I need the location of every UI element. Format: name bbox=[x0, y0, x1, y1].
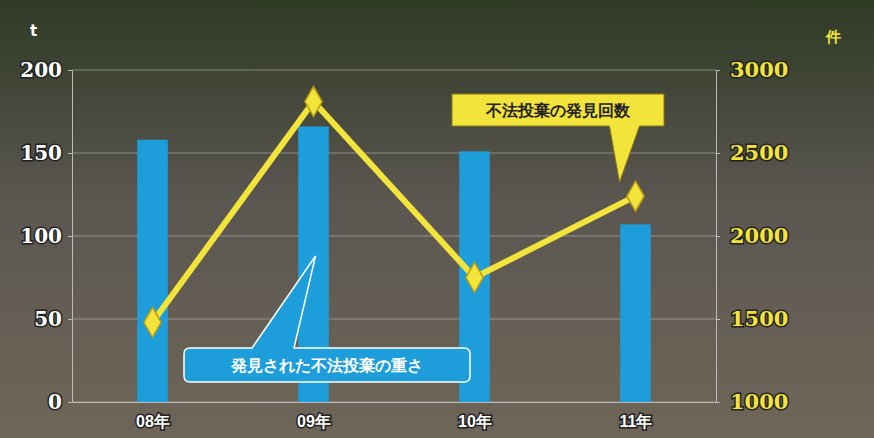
tick: 2500 bbox=[716, 140, 788, 165]
marker bbox=[144, 307, 161, 337]
grid-line bbox=[72, 402, 716, 403]
marker bbox=[466, 262, 483, 292]
tick-label: 0 bbox=[48, 390, 62, 414]
grid-line bbox=[72, 236, 716, 237]
tick-mark bbox=[68, 402, 72, 403]
axis-line bbox=[73, 402, 717, 403]
tick-mark bbox=[716, 319, 720, 320]
grid-line bbox=[72, 319, 716, 320]
tick-label: 08年 bbox=[136, 413, 170, 430]
y2-axis: 1000 1500 2000 2500 3000 bbox=[716, 57, 788, 414]
series-label: 不法投棄の発見回数 bbox=[485, 101, 631, 120]
x-axis: 08年 09年 10年 11年 bbox=[73, 403, 717, 431]
background bbox=[0, 0, 874, 438]
tick-label: 10年 bbox=[458, 413, 492, 430]
line bbox=[153, 102, 636, 323]
tick: 1500 bbox=[716, 306, 788, 331]
tick-mark bbox=[68, 153, 72, 154]
grid-line bbox=[72, 70, 716, 71]
marker bbox=[305, 87, 322, 117]
tick-label: 1000 bbox=[730, 389, 788, 414]
tick: 11年 bbox=[620, 413, 653, 430]
callout-box bbox=[184, 256, 470, 382]
plot-area bbox=[137, 87, 651, 402]
tick-mark bbox=[68, 236, 72, 237]
chart: 0 50 100 150 200 1000 1500 2000 2500 3000 08年 09年 10… bbox=[0, 0, 874, 438]
tick: 0 bbox=[48, 390, 72, 414]
tick-label: 2000 bbox=[730, 223, 788, 248]
bar-series bbox=[137, 126, 651, 402]
y2-axis-title: 件 bbox=[825, 28, 841, 46]
tick-label: 11年 bbox=[620, 413, 653, 430]
axis-line bbox=[68, 71, 73, 403]
tick-label: 100 bbox=[20, 224, 62, 248]
tick-mark bbox=[68, 319, 72, 320]
tick: 200 bbox=[20, 58, 72, 82]
bar bbox=[137, 140, 168, 402]
tick: 150 bbox=[20, 141, 72, 165]
tick: 1000 bbox=[716, 389, 788, 414]
tick: 08年 bbox=[136, 413, 170, 430]
marker bbox=[627, 181, 644, 211]
tick: 09年 bbox=[297, 413, 331, 430]
tick: 100 bbox=[20, 224, 72, 248]
tick-label: 50 bbox=[34, 307, 62, 331]
tick-label: 200 bbox=[20, 58, 62, 82]
tick: 50 bbox=[34, 307, 72, 331]
bar bbox=[620, 224, 651, 402]
tick-mark bbox=[716, 236, 720, 237]
tick-label: 1500 bbox=[730, 306, 788, 331]
tick-label: 09年 bbox=[297, 413, 331, 430]
tick-mark bbox=[68, 70, 72, 71]
grid bbox=[72, 70, 716, 402]
series-label: 発見された不法投棄の重さ bbox=[230, 356, 423, 375]
tick-label: 3000 bbox=[730, 57, 788, 82]
tick-mark bbox=[716, 402, 720, 403]
tick: 2000 bbox=[716, 223, 788, 248]
axis-line bbox=[717, 71, 721, 403]
tick: 3000 bbox=[716, 57, 788, 82]
tick-mark bbox=[716, 70, 720, 71]
tick-label: 2500 bbox=[730, 140, 788, 165]
y-axis-title: t bbox=[30, 22, 37, 40]
callout-box bbox=[452, 94, 664, 182]
tick-label: 150 bbox=[20, 141, 62, 165]
y-axis: 0 50 100 150 200 bbox=[20, 58, 72, 414]
tick: 10年 bbox=[458, 413, 492, 430]
tick-mark bbox=[716, 153, 720, 154]
